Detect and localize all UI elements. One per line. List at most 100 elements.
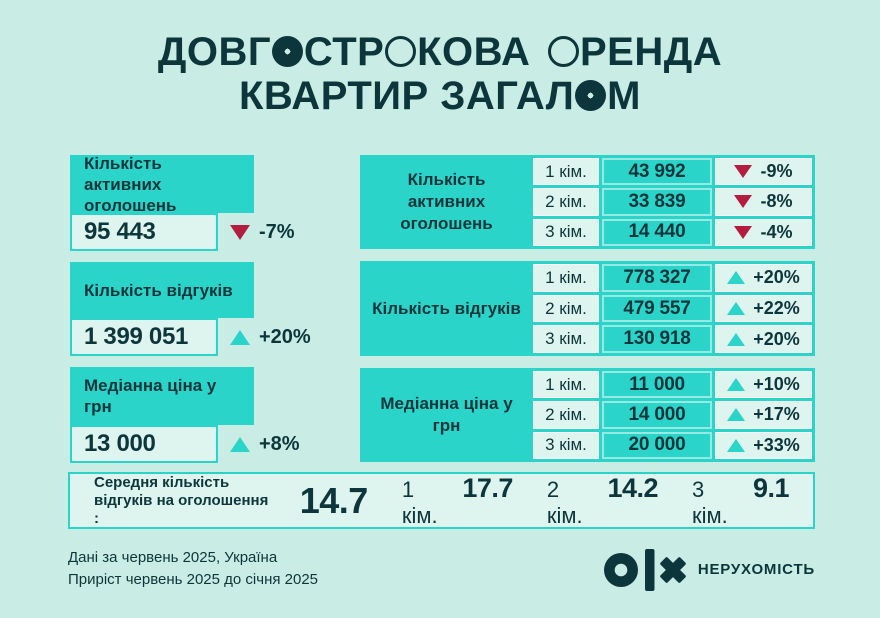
page-title: ДОВГ СТР КОВА РЕНДА КВАРТИР ЗАГАЛ М [0,30,880,118]
room-change-pct: +10% [753,374,800,395]
room-change-pct: +33% [753,434,800,455]
metric-card-active-listings-change: -7% [230,213,295,251]
room-change: -4% [715,218,812,246]
room-change-pct: -9% [760,161,793,182]
footer-note-line2: Приріст червень 2025 до січня 2025 [68,571,319,588]
room-change-pct: +20% [753,267,800,288]
room-change-pct: +17% [753,404,800,425]
average-room-label: 3 кім. [692,476,728,528]
average-pair: 1 кім. 17.7 [401,472,514,529]
triangle-up-icon [727,271,746,285]
triangle-down-icon [734,165,753,179]
average-pair: 2 кім. 14.2 [546,473,659,529]
metric-card-title-label: Медіанна ціна у грн [84,376,217,416]
triangle-down-icon [230,224,250,240]
room-change-pct: +22% [753,298,800,318]
average-overall-value: 14.7 [299,479,369,521]
average-responses-bar: Середня кількість відгуків на оголошення… [68,472,815,529]
room-value: 11 000 [602,371,712,399]
triangle-down-icon [734,195,753,209]
page-title-line2: КВАРТИР ЗАГАЛ М [239,74,641,118]
table-section-active-listings: Кількість активних оголошень 1 кім. 43 9… [360,155,815,249]
triangle-up-icon [230,329,250,345]
table-section-title: Медіанна ціна у грн [380,394,513,435]
average-bar-label: Середня кількість відгуків на оголошення… [94,474,272,528]
table-section-rows: 1 кім. 11 000 +10% 2 кім. 14 000 +17% 3 … [533,368,815,462]
room-value: 130 918 [602,325,712,354]
room-label: 3 кім. [533,325,599,354]
room-change-pct: +20% [753,328,800,349]
table-row: 2 кім. 14 000 +17% [533,401,812,429]
room-value: 14 000 [602,401,712,429]
table-row: 2 кім. 479 557 +22% [533,294,812,323]
room-change: +33% [715,431,812,459]
triangle-up-icon [727,302,746,315]
room-label: 1 кім. [533,158,599,186]
metric-card-responses-title: Кількість відгуків [70,262,254,318]
room-change: +10% [715,371,812,399]
ring-o-glyph [548,35,580,67]
average-room-value: 17.7 [462,472,513,503]
table-row: 1 кім. 778 327 +20% [533,264,812,292]
room-value: 14 440 [602,218,712,246]
room-value: 479 557 [602,294,712,323]
footer-note-line1: Дані за червень 2025, Україна [68,549,278,566]
metric-card-title-label: Кількість відгуків [84,280,233,300]
metric-card-responses-change: +20% [230,318,311,356]
room-change: +17% [715,401,812,429]
triangle-up-icon [727,378,746,392]
room-value: 778 327 [602,264,712,292]
metric-card-title-label: Кількість активних оголошень [84,153,177,215]
metric-card-median-price-change: +8% [230,425,300,463]
metric-card-median-price-value: 13 000 [70,425,218,463]
metric-value: 13 000 [84,430,156,457]
average-bar-label-line2: відгуків на оголошення : [94,491,269,527]
table-row: 3 кім. 14 440 -4% [533,218,812,246]
table-section-rows: 1 кім. 43 992 -9% 2 кім. 33 839 -8% 3 кі… [533,155,815,249]
triangle-up-icon [230,436,250,452]
metric-card-median-price-title: Медіанна ціна у грн [70,367,254,425]
table-row: 3 кім. 130 918 +20% [533,325,812,354]
metric-value: 1 399 051 [84,323,189,350]
room-label: 2 кім. [533,188,599,216]
triangle-up-icon [727,332,746,346]
metric-card-active-listings-title: Кількість активних оголошень [70,153,254,215]
room-change: +20% [715,325,812,354]
triangle-up-icon [727,438,746,452]
room-value: 43 992 [602,158,712,186]
room-label: 3 кім. [533,218,599,246]
room-change-pct: -8% [760,191,793,212]
ring-o-glyph [385,35,417,67]
room-change: +22% [715,294,812,323]
table-section-title: Кількість активних оголошень [400,170,493,233]
table-row: 1 кім. 43 992 -9% [533,158,812,186]
olx-brand: НЕРУХОМІСТЬ [602,548,815,591]
disc-o-glyph [271,35,304,67]
room-label: 1 кім. [533,264,599,292]
room-label: 2 кім. [533,294,599,323]
metric-card-active-listings-value: 95 443 [70,213,218,251]
footer-notes: Дані за червень 2025, Україна Приріст че… [68,547,318,591]
room-label: 1 кім. [533,371,599,399]
table-section-median-price: Медіанна ціна у грн 1 кім. 11 000 +10% 2… [360,368,815,462]
table-row: 2 кім. 33 839 -8% [533,188,812,216]
room-change: -8% [715,188,812,216]
room-label: 2 кім. [533,401,599,429]
average-room-label: 2 кім. [546,476,583,528]
average-room-value: 9.1 [752,472,790,503]
table-section-rows: 1 кім. 778 327 +20% 2 кім. 479 557 +22% … [533,261,815,356]
average-bar-label-line1: Середня кількість [94,473,230,491]
brand-text: НЕРУХОМІСТЬ [697,560,815,578]
triangle-up-icon [727,408,746,422]
page-title-line1: ДОВГ СТР КОВА РЕНДА [157,30,723,74]
average-room-label: 1 кім. [401,476,438,528]
metric-change-pct: +8% [259,432,300,455]
room-change-pct: -4% [760,221,793,242]
room-value: 33 839 [602,188,712,216]
room-change: +20% [715,264,812,292]
metric-change-pct: +20% [259,325,311,348]
table-row: 1 кім. 11 000 +10% [533,371,812,399]
room-change: -9% [715,158,812,186]
room-label: 3 кім. [533,431,599,459]
metric-card-responses-value: 1 399 051 [70,318,218,356]
